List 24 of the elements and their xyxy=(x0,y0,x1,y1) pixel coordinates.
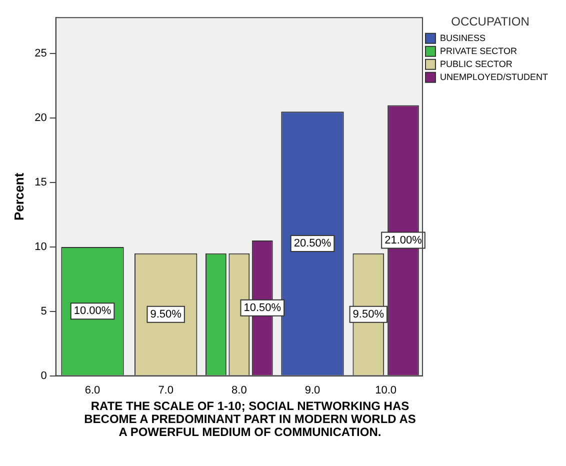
data-label: 21.00% xyxy=(384,234,422,246)
x-tick-label: 9.0 xyxy=(304,384,320,396)
x-tick-label: 7.0 xyxy=(158,384,174,396)
data-label: 9.50% xyxy=(352,308,384,320)
data-label: 9.50% xyxy=(150,308,182,320)
legend-title: OCCUPATION xyxy=(451,14,530,28)
y-axis-title: Percent xyxy=(11,172,26,221)
y-tick-label: 15 xyxy=(34,176,47,189)
x-tick-label: 6.0 xyxy=(84,384,100,396)
y-tick-label: 0 xyxy=(40,370,47,382)
legend-label: PUBLIC SECTOR xyxy=(440,58,513,69)
data-label: 10.50% xyxy=(244,302,282,314)
legend-label: PRIVATE SECTOR xyxy=(440,46,518,56)
y-tick-label: 25 xyxy=(34,48,47,60)
data-label: 10.00% xyxy=(74,305,112,318)
x-tick-label: 8.0 xyxy=(232,384,247,396)
x-tick-label: 10.0 xyxy=(375,384,397,396)
y-tick-label: 10 xyxy=(34,240,47,253)
x-axis-title: RATE THE SCALE OF 1-10; SOCIAL NETWORKING HAS BECOME A PREDOMINANT PART IN MODERN WORLD AS A POWERFUL MEDIUM OF COMMUNICATION. xyxy=(83,399,417,439)
data-label: 20.50% xyxy=(294,238,332,250)
y-tick-label: 20 xyxy=(34,112,47,124)
legend-label: BUSINESS xyxy=(440,32,486,43)
y-tick-label: 5 xyxy=(40,305,47,318)
legend-label: UNEMPLOYED/STUDENT xyxy=(440,72,548,82)
